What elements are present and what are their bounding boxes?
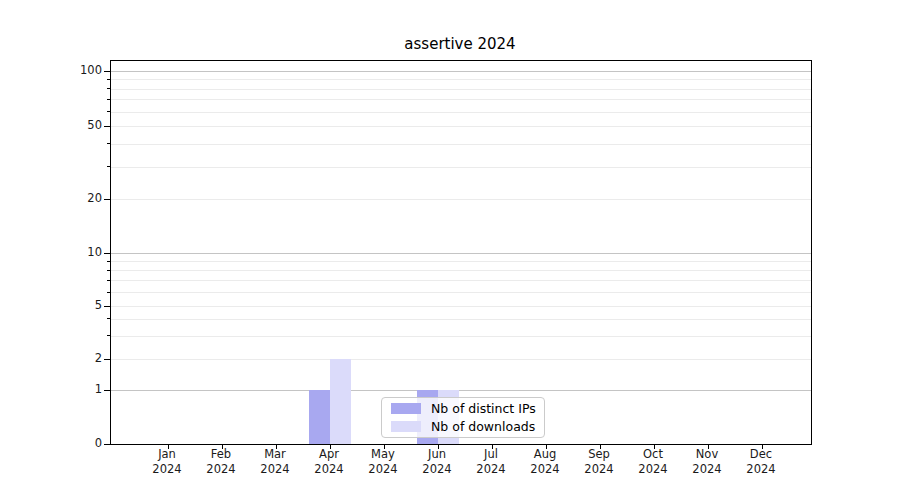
y-tick-mark-minor bbox=[107, 261, 110, 262]
grid-line-minor bbox=[111, 112, 811, 113]
x-tick-label: Jan2024 bbox=[140, 447, 194, 477]
y-tick-mark-minor bbox=[107, 292, 110, 293]
x-tick-label: Dec2024 bbox=[734, 447, 788, 477]
grid-line-minor bbox=[111, 292, 811, 293]
grid-line-minor bbox=[111, 336, 811, 337]
grid-line-minor bbox=[111, 89, 811, 90]
legend-label-downloads: Nb of downloads bbox=[431, 419, 535, 434]
legend-swatch-distinct-ips-icon bbox=[391, 403, 421, 414]
y-tick-mark-minor bbox=[107, 79, 110, 80]
grid-line bbox=[111, 199, 811, 200]
y-tick-label: 1 bbox=[0, 381, 102, 397]
y-tick-mark bbox=[104, 199, 110, 200]
y-tick-mark-minor bbox=[107, 166, 110, 167]
y-tick-mark bbox=[104, 126, 110, 127]
grid-line-minor bbox=[111, 79, 811, 80]
y-tick-mark bbox=[104, 359, 110, 360]
grid-line bbox=[111, 253, 811, 254]
legend-swatch-downloads-icon bbox=[391, 421, 421, 432]
legend-label-distinct-ips: Nb of distinct IPs bbox=[431, 401, 536, 416]
grid-line bbox=[111, 126, 811, 127]
grid-line-minor bbox=[111, 270, 811, 271]
x-tick-label: Mar2024 bbox=[248, 447, 302, 477]
grid-line-minor bbox=[111, 319, 811, 320]
y-tick-label: 20 bbox=[0, 190, 102, 206]
legend-item-downloads: Nb of downloads bbox=[386, 418, 540, 436]
grid-line-minor bbox=[111, 261, 811, 262]
x-tick-label: May2024 bbox=[356, 447, 410, 477]
grid-line bbox=[111, 359, 811, 360]
y-tick-mark-minor bbox=[107, 318, 110, 319]
chart-title: assertive 2024 bbox=[110, 35, 810, 53]
y-tick-mark-minor bbox=[107, 270, 110, 271]
grid-line-minor bbox=[111, 167, 811, 168]
bar-apr-distinct-ips bbox=[309, 390, 330, 444]
x-tick-label: Oct2024 bbox=[626, 447, 680, 477]
y-tick-label: 5 bbox=[0, 297, 102, 313]
y-tick-label: 100 bbox=[0, 62, 102, 78]
y-tick-mark bbox=[104, 71, 110, 72]
y-tick-mark-minor bbox=[107, 143, 110, 144]
grid-line bbox=[111, 71, 811, 72]
y-tick-label: 2 bbox=[0, 350, 102, 366]
x-tick-label: Nov2024 bbox=[680, 447, 734, 477]
grid-line-minor bbox=[111, 144, 811, 145]
legend-item-distinct-ips: Nb of distinct IPs bbox=[386, 400, 540, 418]
grid-line-minor bbox=[111, 280, 811, 281]
x-tick-label: Apr2024 bbox=[302, 447, 356, 477]
x-tick-label: Sep2024 bbox=[572, 447, 626, 477]
x-tick-label: Aug2024 bbox=[518, 447, 572, 477]
grid-line bbox=[111, 306, 811, 307]
grid-line-minor bbox=[111, 99, 811, 100]
y-tick-mark bbox=[104, 390, 110, 391]
x-tick-label: Jul2024 bbox=[464, 447, 518, 477]
y-tick-label: 0 bbox=[0, 435, 102, 451]
chart-figure: assertive 2024 Nb of distinct IPs Nb of … bbox=[0, 0, 900, 500]
y-tick-mark-minor bbox=[107, 335, 110, 336]
y-tick-mark bbox=[104, 444, 110, 445]
legend: Nb of distinct IPs Nb of downloads bbox=[381, 397, 545, 438]
x-tick-label: Jun2024 bbox=[410, 447, 464, 477]
y-tick-mark-minor bbox=[107, 88, 110, 89]
x-tick-label: Feb2024 bbox=[194, 447, 248, 477]
y-tick-label: 10 bbox=[0, 244, 102, 260]
y-tick-mark-minor bbox=[107, 99, 110, 100]
bar-apr-downloads bbox=[330, 359, 351, 444]
y-tick-mark-minor bbox=[107, 111, 110, 112]
y-tick-mark bbox=[104, 306, 110, 307]
y-tick-label: 50 bbox=[0, 117, 102, 133]
y-tick-mark-minor bbox=[107, 280, 110, 281]
plot-area: Nb of distinct IPs Nb of downloads bbox=[110, 60, 812, 445]
grid-line bbox=[111, 390, 811, 391]
y-tick-mark bbox=[104, 253, 110, 254]
